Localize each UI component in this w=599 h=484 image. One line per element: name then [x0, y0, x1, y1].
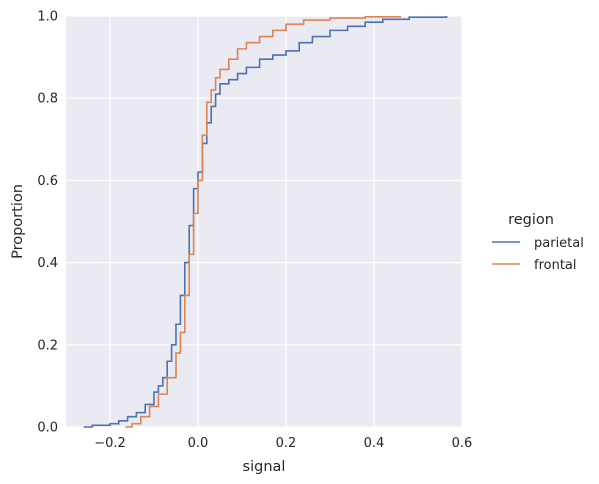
x-tick-label: −0.2 [94, 436, 126, 451]
x-axis-label: signal [243, 459, 286, 475]
y-tick-label: 0.2 [37, 338, 58, 353]
y-tick-label: 0.0 [37, 421, 58, 436]
y-tick-label: 1.0 [37, 10, 58, 25]
x-axis-ticks: −0.2 0.0 0.2 0.4 0.6 [94, 436, 472, 451]
x-tick-label: 0.0 [188, 436, 209, 451]
x-tick-label: 0.4 [364, 436, 385, 451]
series-line-frontal [125, 16, 402, 428]
legend: region parietal frontal [492, 212, 584, 273]
y-tick-label: 0.8 [37, 92, 58, 107]
y-axis-ticks: 0.0 0.2 0.4 0.6 0.8 1.0 [37, 10, 58, 436]
legend-label-parietal: parietal [534, 236, 584, 251]
x-tick-label: 0.6 [452, 436, 473, 451]
series-layer [83, 16, 448, 428]
legend-label-frontal: frontal [534, 258, 577, 273]
y-tick-label: 0.4 [37, 256, 58, 271]
plot-background [66, 16, 462, 427]
y-tick-label: 0.6 [37, 174, 58, 189]
legend-title: region [508, 212, 554, 228]
x-tick-label: 0.2 [276, 436, 297, 451]
y-axis-label: Proportion [10, 184, 26, 259]
